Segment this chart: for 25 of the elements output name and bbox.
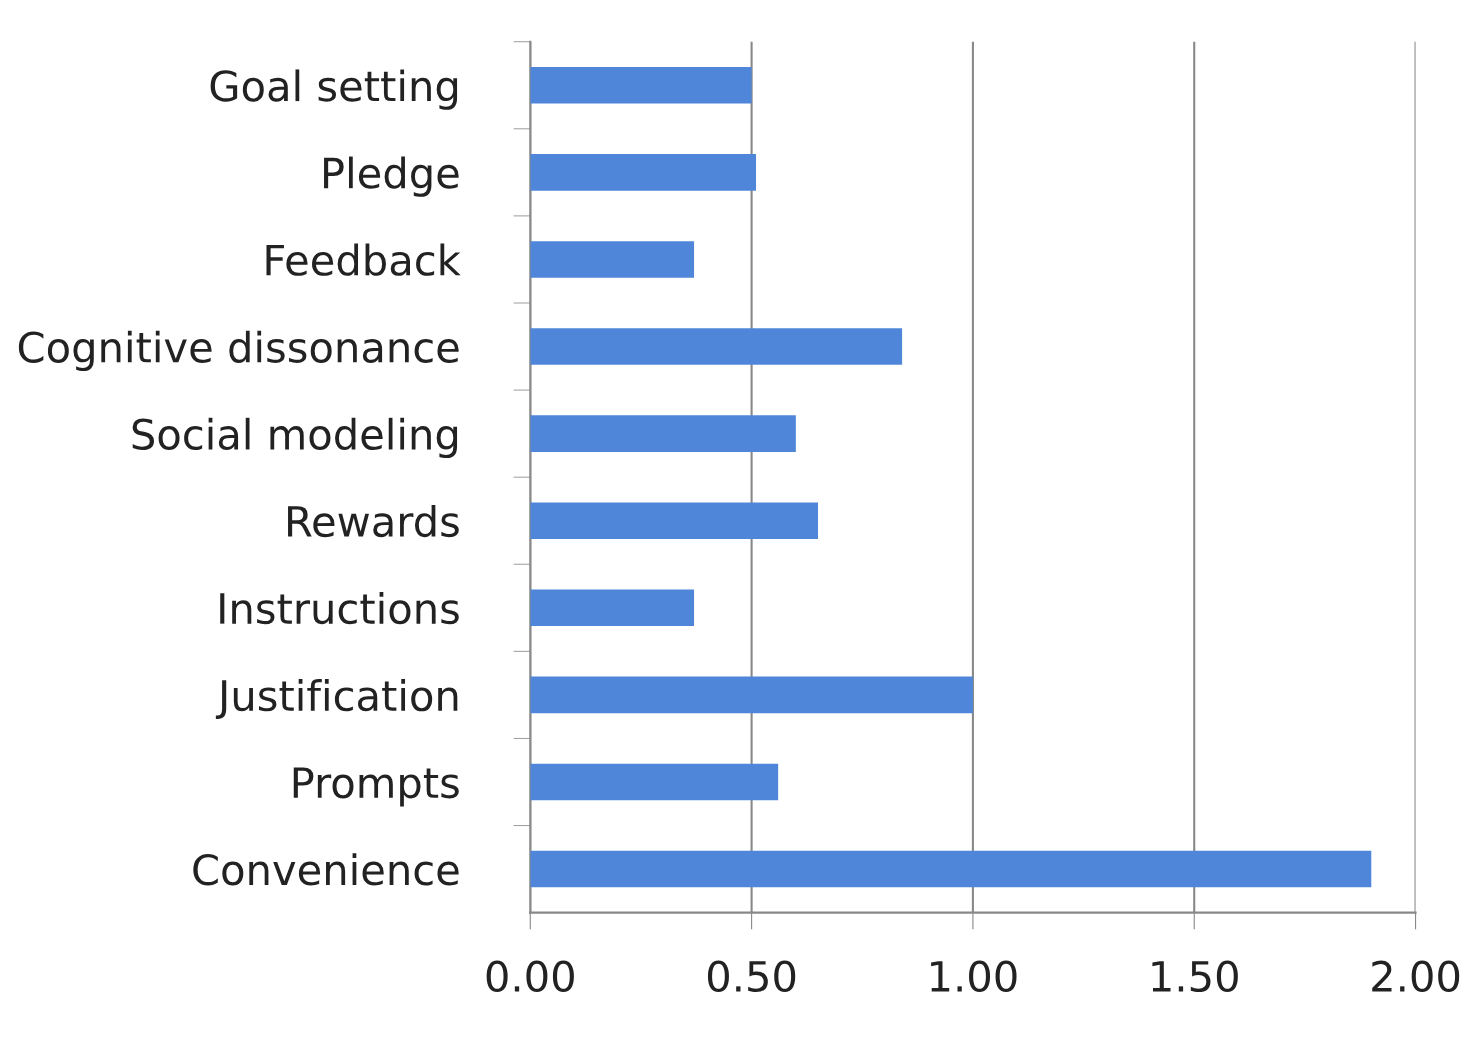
- x-tick-label: 1.50: [1152, 960, 1238, 993]
- y-tick-label: Social modeling: [132, 417, 458, 459]
- x-tick-label: 0.50: [707, 960, 796, 993]
- x-tick-label: 1.00: [931, 960, 1017, 993]
- y-tick-label: Convenience: [193, 853, 459, 886]
- bar: [530, 328, 903, 365]
- y-tick-label: Pledge: [324, 156, 459, 197]
- y-tick-label: Goal setting: [210, 69, 458, 110]
- x-tick-label: 0.00: [486, 960, 574, 993]
- y-tick-label: Instructions: [220, 591, 459, 625]
- bar: [530, 850, 1372, 888]
- y-tick-label: Cognitive dissonance: [18, 330, 459, 372]
- bar: [530, 502, 818, 540]
- y-tick-label: Justification: [215, 679, 458, 720]
- bar: [530, 66, 752, 104]
- bar: [530, 589, 695, 627]
- y-tick-label: Rewards: [288, 504, 459, 538]
- x-tick-label: 2.00: [1372, 960, 1460, 993]
- bar: [530, 241, 695, 278]
- bar: [530, 676, 973, 714]
- bar: [530, 154, 757, 191]
- bar: [530, 415, 796, 452]
- bar: [530, 763, 779, 801]
- y-tick-label: Prompts: [293, 767, 459, 807]
- y-tick-label: Feedback: [266, 243, 461, 276]
